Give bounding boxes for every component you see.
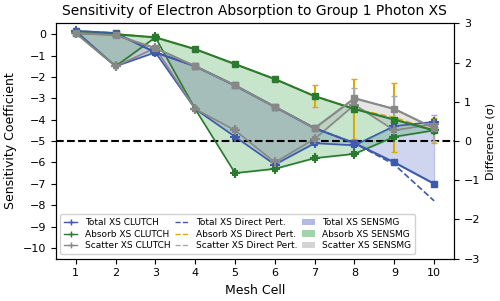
Legend: Total XS CLUTCH, Absorb XS CLUTCH, Scatter XS CLUTCH, Total XS Direct Pert., Abs: Total XS CLUTCH, Absorb XS CLUTCH, Scatt… bbox=[60, 214, 415, 254]
Y-axis label: Sensitivity Coefficient: Sensitivity Coefficient bbox=[4, 73, 17, 209]
Title: Sensitivity of Electron Absorption to Group 1 Photon XS: Sensitivity of Electron Absorption to Gr… bbox=[62, 4, 448, 18]
X-axis label: Mesh Cell: Mesh Cell bbox=[225, 284, 285, 297]
Y-axis label: Difference (σ): Difference (σ) bbox=[486, 102, 496, 180]
